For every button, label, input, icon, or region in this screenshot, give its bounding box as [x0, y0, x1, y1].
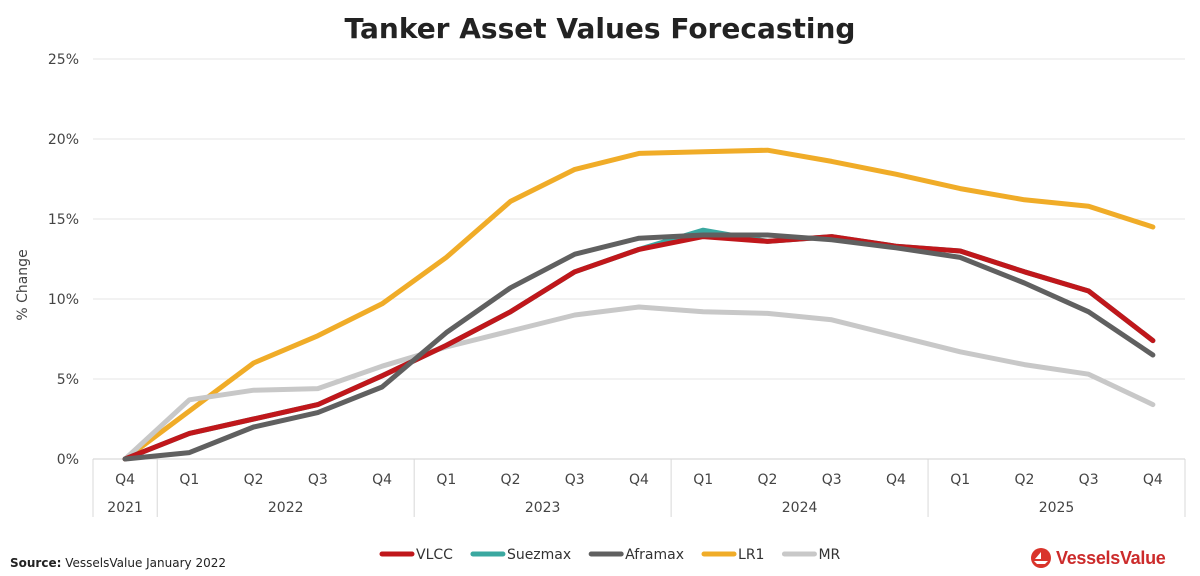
x-tick-label: Q2 [501, 472, 521, 488]
series-line-lr1 [122, 147, 1156, 462]
source-note: Source: VesselsValue January 2022 [10, 556, 226, 570]
x-axis [92, 458, 1186, 517]
legend-label-aframax: Aframax [625, 547, 684, 563]
legend-label-vlcc: VLCC [416, 547, 453, 563]
legend-label-lr1: LR1 [738, 547, 764, 563]
x-tick-label: Q1 [179, 472, 199, 488]
x-tick-label: Q2 [244, 472, 264, 488]
legend-label-mr: MR [818, 547, 840, 563]
brand-name: VesselsValue [1056, 547, 1166, 568]
x-tick-label: Q3 [1079, 472, 1099, 488]
y-tick-label: 20% [48, 132, 79, 148]
x-tick-label: Q4 [372, 472, 392, 488]
y-axis-ticks: 0% 5% 10% 15% 20% 25% [48, 52, 79, 468]
source-label: Source: [10, 556, 62, 570]
x-tick-label: Q1 [436, 472, 456, 488]
x-tick-label: Q1 [693, 472, 713, 488]
source-text: VesselsValue January 2022 [65, 556, 226, 570]
series-line-vlcc [122, 234, 1156, 462]
x-year-label: 2021 [107, 500, 143, 516]
x-tick-label: Q3 [565, 472, 585, 488]
y-tick-label: 10% [48, 292, 79, 308]
x-tick-label: Q3 [822, 472, 842, 488]
legend-label-suezmax: Suezmax [507, 547, 571, 563]
x-tick-label: Q4 [115, 472, 135, 488]
x-year-label: 2024 [782, 500, 818, 516]
y-tick-label: 15% [48, 212, 79, 228]
x-axis-ticks: Q4 Q1 Q2 Q3 Q4 Q1 Q2 Q3 Q4 Q1 Q2 Q3 Q4 Q1 Q2 Q3 Q4 2021 20… [107, 472, 1163, 516]
x-tick-label: Q2 [1014, 472, 1034, 488]
x-tick-label: Q2 [758, 472, 778, 488]
y-tick-label: 5% [57, 372, 79, 388]
x-tick-label: Q3 [308, 472, 328, 488]
x-tick-label: Q4 [886, 472, 906, 488]
brand-logo: VesselsValue [1030, 544, 1195, 572]
x-year-label: 2023 [525, 500, 561, 516]
y-axis-label: % Change [15, 249, 31, 320]
y-tick-label: 25% [48, 52, 79, 68]
gridlines [93, 58, 1185, 380]
x-tick-label: Q4 [629, 472, 649, 488]
x-year-label: 2022 [268, 500, 304, 516]
series-line-mr [122, 304, 1156, 462]
x-tick-label: Q4 [1143, 472, 1163, 488]
chart-title: Tanker Asset Values Forecasting [345, 12, 856, 45]
series-line-aframax [122, 232, 1156, 462]
x-year-label: 2025 [1039, 500, 1075, 516]
x-tick-label: Q1 [950, 472, 970, 488]
series-lines [122, 147, 1156, 462]
legend: VLCC Suezmax Aframax LR1 MR [379, 547, 841, 563]
vesselsvalue-logo-icon [1031, 548, 1051, 568]
y-tick-label: 0% [57, 452, 79, 468]
